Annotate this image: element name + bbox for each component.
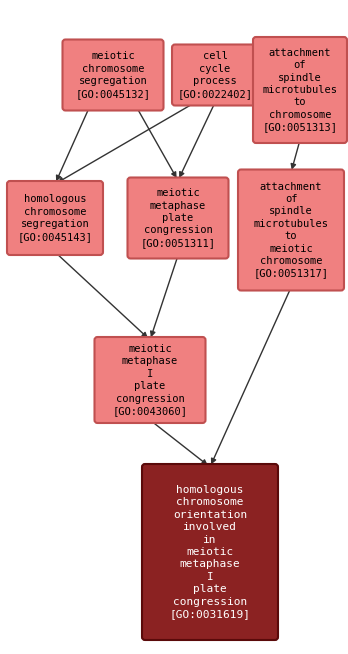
Text: meiotic
metaphase
I
plate
congression
[GO:0043060]: meiotic metaphase I plate congression [G… xyxy=(112,344,188,416)
Text: attachment
of
spindle
microtubules
to
meiotic
chromosome
[GO:0051317]: attachment of spindle microtubules to me… xyxy=(253,182,329,279)
Text: cell
cycle
process
[GO:0022402]: cell cycle process [GO:0022402] xyxy=(177,52,253,99)
FancyBboxPatch shape xyxy=(95,337,206,423)
Text: homologous
chromosome
orientation
involved
in
meiotic
metaphase
I
plate
congress: homologous chromosome orientation involv… xyxy=(169,485,251,619)
FancyBboxPatch shape xyxy=(172,44,258,105)
FancyBboxPatch shape xyxy=(253,37,347,143)
Text: homologous
chromosome
segregation
[GO:0045143]: homologous chromosome segregation [GO:00… xyxy=(17,194,93,241)
Text: attachment
of
spindle
microtubules
to
chromosome
[GO:0051313]: attachment of spindle microtubules to ch… xyxy=(262,48,338,132)
Text: meiotic
metaphase
plate
congression
[GO:0051311]: meiotic metaphase plate congression [GO:… xyxy=(141,188,215,248)
FancyBboxPatch shape xyxy=(7,181,103,255)
FancyBboxPatch shape xyxy=(238,169,344,290)
FancyBboxPatch shape xyxy=(63,39,164,111)
FancyBboxPatch shape xyxy=(127,177,229,258)
FancyBboxPatch shape xyxy=(142,464,278,640)
Text: meiotic
chromosome
segregation
[GO:0045132]: meiotic chromosome segregation [GO:00451… xyxy=(76,52,150,99)
